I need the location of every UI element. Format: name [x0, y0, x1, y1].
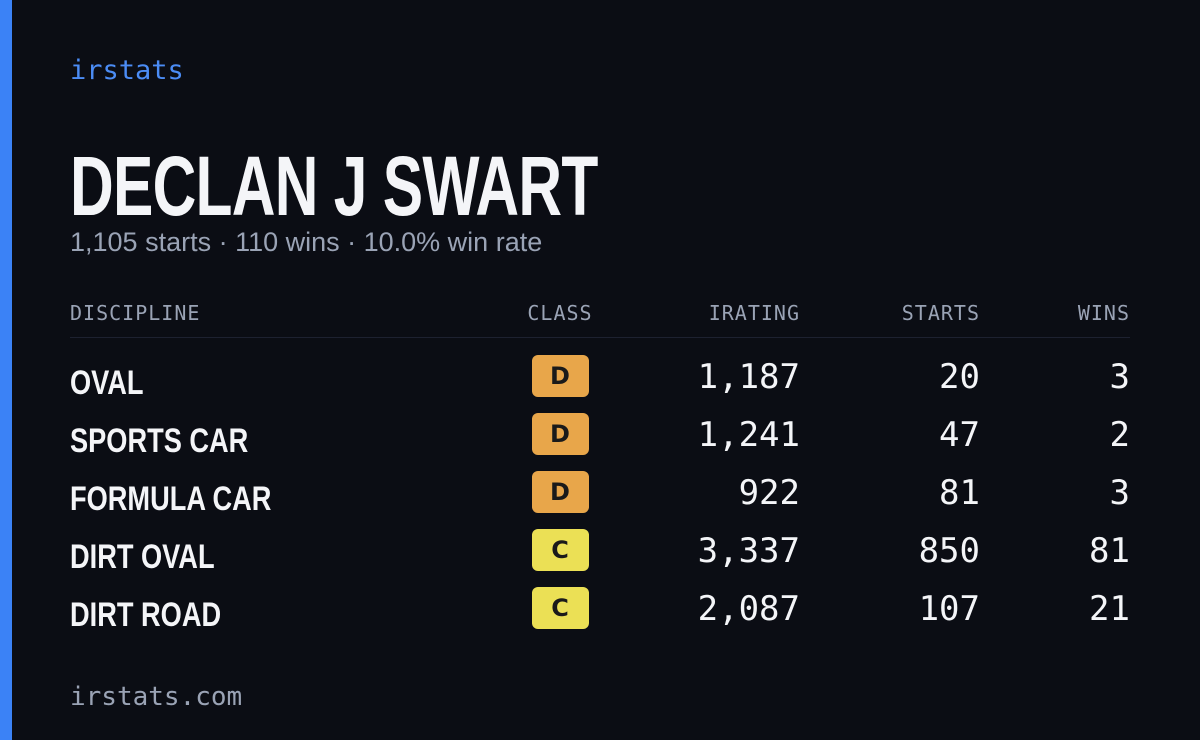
column-header: WINS	[1077, 301, 1130, 325]
stat-value: 922	[738, 473, 800, 513]
stat-value: 81	[939, 473, 980, 513]
class-badge: C	[531, 529, 589, 571]
header-rule	[70, 337, 1130, 338]
column-header: IRATING	[708, 301, 800, 325]
accent-bar	[0, 0, 12, 740]
discipline: OVAL	[70, 364, 144, 402]
column-header: DISCIPLINE	[70, 301, 201, 325]
stat-value: 1,241	[697, 415, 800, 455]
class-badge: D	[531, 413, 589, 455]
stat-value: 3	[1109, 357, 1130, 397]
stat-value: 81	[1089, 531, 1130, 571]
stat-value: 107	[918, 589, 980, 629]
discipline: SPORTS CAR	[70, 422, 249, 460]
stat-value: 3	[1109, 473, 1130, 513]
brand: irstats	[70, 55, 184, 86]
stat-value: 20	[939, 357, 980, 397]
stat-value: 3,337	[697, 531, 800, 571]
class-badge: C	[531, 587, 589, 629]
discipline: DIRT OVAL	[70, 538, 215, 576]
class-badge: D	[531, 355, 589, 397]
discipline: DIRT ROAD	[70, 596, 222, 634]
stat-value: 2	[1109, 415, 1130, 455]
stat-value: 1,187	[697, 357, 800, 397]
stat-value: 2,087	[697, 589, 800, 629]
stat-value: 850	[918, 531, 980, 571]
driver-name: DECLAN J SWART	[70, 139, 598, 233]
class-badge: D	[531, 471, 589, 513]
footer: irstats.com	[70, 682, 243, 712]
driver-summary: 1,105 starts · 110 wins · 10.0% win rate	[70, 227, 543, 257]
discipline: FORMULA CAR	[70, 480, 272, 518]
column-header: STARTS	[901, 301, 980, 325]
stat-value: 47	[939, 415, 980, 455]
stat-value: 21	[1089, 589, 1130, 629]
column-header: CLASS	[527, 301, 593, 325]
